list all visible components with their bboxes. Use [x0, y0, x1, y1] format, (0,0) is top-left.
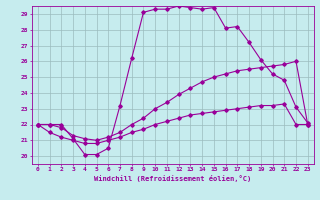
- X-axis label: Windchill (Refroidissement éolien,°C): Windchill (Refroidissement éolien,°C): [94, 175, 252, 182]
